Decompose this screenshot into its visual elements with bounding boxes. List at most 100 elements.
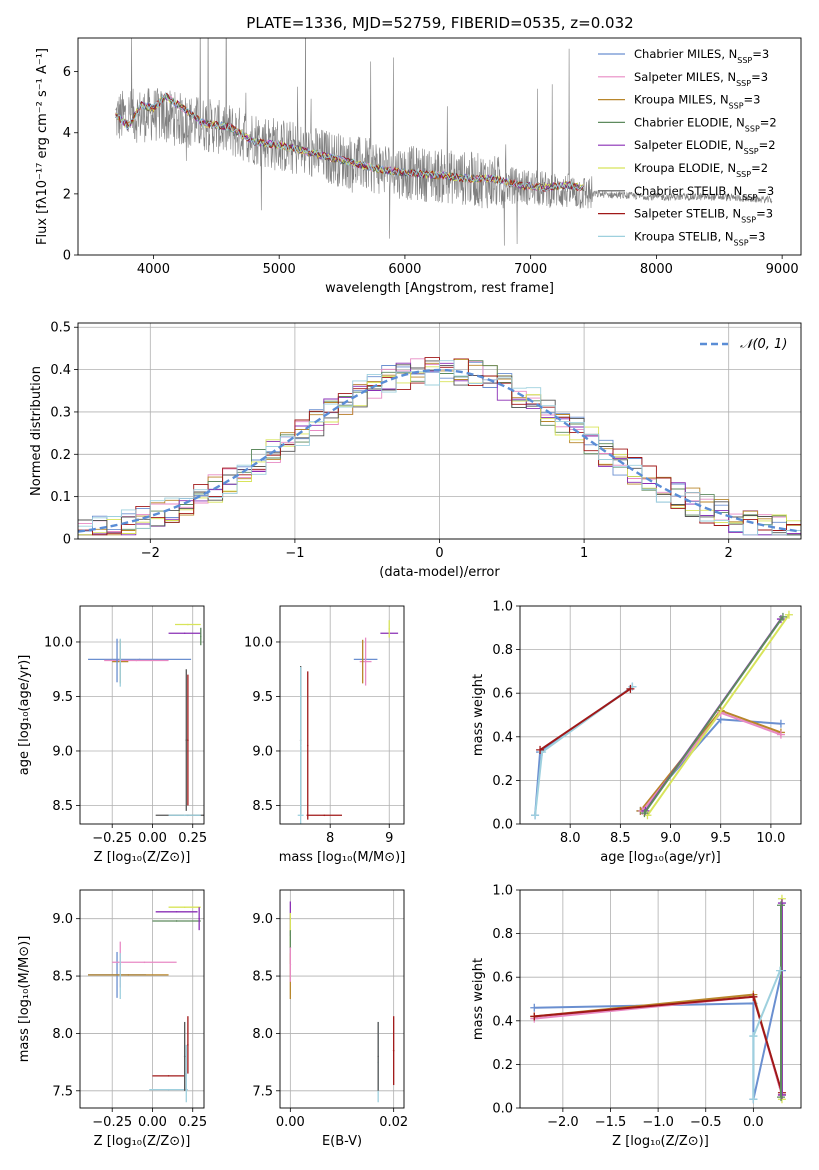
x-tick-label: 0.25 [178, 1115, 207, 1130]
x-tick-label: 9.5 [710, 831, 731, 846]
legend-entry: Salpeter ELODIE, NSSP=2 [634, 138, 776, 156]
x-tick-label: 8.0 [560, 831, 581, 846]
legend-entry: Kroupa MILES, NSSP=3 [634, 93, 760, 111]
normal-legend-label: 𝒩(0, 1) [740, 337, 787, 352]
panel-mass_weight_vs_age: 8.0 8.5 9.0 9.5 10.0 0.0 0.2 0.4 0.6 0.8 1.0 age [l… [471, 600, 802, 865]
y-tick-label: 7.5 [252, 1084, 273, 1099]
plot-area [531, 610, 793, 820]
panel-mass_vs_Z: −0.25 0.00 0.25 7.5 8.0 8.5 9.0 Z [log₁₀(Z/Z⊙)]… [17, 889, 207, 1149]
y-tick-label: 8.0 [52, 1027, 73, 1042]
y-tick-label: 6 [63, 65, 71, 80]
mass-weight-marker [536, 745, 545, 754]
x-tick-label: 0.25 [178, 831, 207, 846]
mass-weight-marker [640, 809, 649, 818]
data-point [388, 628, 391, 630]
y-tick-label: 0.4 [50, 363, 71, 378]
x-tick-label: −0.25 [92, 831, 132, 846]
axes-frame [79, 605, 205, 825]
data-point [183, 1055, 186, 1058]
x-axis-label: Z [log₁₀(Z/Z⊙)] [612, 1134, 709, 1149]
panel-age_vs_Z: −0.25 0.00 0.25 8.5 9.0 9.5 10.0 Z [log₁₀(Z/Z⊙)… [17, 605, 207, 865]
mass-weight-line [641, 711, 782, 812]
y-axis-label: age [log₁₀(age/yr)] [17, 655, 32, 776]
legend-entry: Salpeter STELIB, NSSP=3 [634, 207, 773, 225]
x-axis-label: Z [log₁₀(Z/Z⊙)] [94, 850, 191, 865]
data-point [167, 1075, 170, 1077]
data-point [187, 623, 189, 626]
plot-area [88, 906, 201, 1103]
x-tick-label: 4000 [137, 262, 170, 277]
data-point [127, 974, 130, 976]
mass-weight-marker [531, 811, 540, 820]
x-tick-label: −2.0 [547, 1115, 579, 1130]
data-point [135, 659, 138, 662]
y-tick-label: 0.4 [492, 1014, 513, 1029]
axes-frame [77, 37, 802, 256]
legend-entry: Kroupa ELODIE, NSSP=2 [634, 161, 768, 179]
x-axis-label: Z [log₁₀(Z/Z⊙)] [94, 1134, 191, 1149]
x-tick-label: 9.0 [660, 831, 681, 846]
data-point [361, 660, 364, 663]
mass-weight-marker [784, 610, 793, 619]
x-tick-label: −1 [285, 546, 304, 561]
axes-frame [79, 889, 205, 1109]
x-tick-label: −1.5 [595, 1115, 627, 1130]
data-point [377, 1055, 379, 1058]
y-tick-label: 0.6 [492, 971, 513, 986]
figure-title: PLATE=1336, MJD=52759, FIBERID=0535, z=0… [246, 14, 633, 32]
mass-weight-marker [749, 1032, 758, 1041]
x-tick-label: 1 [580, 546, 588, 561]
x-tick-label: 5000 [263, 262, 296, 277]
data-point [185, 739, 188, 741]
y-tick-label: 9.5 [252, 690, 273, 705]
data-point [185, 1072, 188, 1075]
y-tick-label: 0.6 [492, 687, 513, 702]
axes-frame [279, 605, 405, 825]
y-tick-label: 0.2 [492, 774, 513, 789]
x-axis-label: wavelength [Angstrom, rest frame] [325, 281, 554, 296]
mass-weight-marker [749, 1095, 758, 1104]
data-point [167, 1088, 170, 1091]
y-tick-label: 8.5 [52, 799, 73, 814]
x-tick-label: −0.5 [690, 1115, 722, 1130]
spectrum-legend: Chabrier MILES, NSSP=3 Salpeter MILES, NS… [598, 47, 777, 247]
y-tick-label: 0 [63, 533, 71, 548]
y-tick-label: 0.2 [492, 1058, 513, 1073]
legend-entry: Chabrier STELIB, NSSP=3 [634, 184, 774, 202]
x-tick-label: 9000 [766, 262, 799, 277]
data-point [198, 917, 200, 920]
data-point [143, 961, 146, 964]
mass-weight-marker [776, 1093, 785, 1102]
axes-frame [519, 605, 802, 825]
y-tick-label: 0.8 [492, 643, 513, 658]
y-axis-label: Flux [fλ10⁻¹⁷ erg cm⁻² s⁻¹ A⁻¹] [35, 48, 50, 245]
x-tick-label: −2 [141, 546, 160, 561]
mass-weight-marker [530, 1003, 539, 1012]
y-tick-label: 9.5 [52, 690, 73, 705]
data-point [187, 739, 189, 741]
data-point [119, 661, 122, 664]
plot-area [297, 620, 399, 824]
y-tick-label: 0.4 [492, 730, 513, 745]
y-tick-label: 2 [63, 187, 71, 202]
data-point [116, 659, 118, 662]
x-axis-label: age [log₁₀(age/yr)] [600, 850, 721, 865]
panel-mass_weight_vs_Z: −2.0 −1.5 −1.0 −0.5 0.0 0.0 0.2 0.4 0.6 0.8 1.0 Z [… [471, 884, 802, 1149]
y-tick-label: 7.5 [52, 1084, 73, 1099]
x-tick-label: 0.00 [138, 1115, 167, 1130]
data-point [183, 814, 186, 817]
mass-weight-marker [776, 966, 785, 975]
data-point [392, 1049, 395, 1052]
plot-area [88, 623, 204, 817]
x-axis-label: E(B-V) [322, 1134, 362, 1149]
y-axis-label: mass weight [471, 958, 486, 1040]
y-tick-label: 1.0 [492, 884, 513, 899]
data-point [306, 744, 309, 747]
mass-weight-marker [778, 612, 787, 621]
normal-curve [78, 368, 801, 533]
axes-frame [77, 322, 802, 540]
y-tick-label: 0.0 [492, 818, 513, 833]
data-point [299, 744, 302, 747]
x-tick-label: 9 [385, 831, 393, 846]
